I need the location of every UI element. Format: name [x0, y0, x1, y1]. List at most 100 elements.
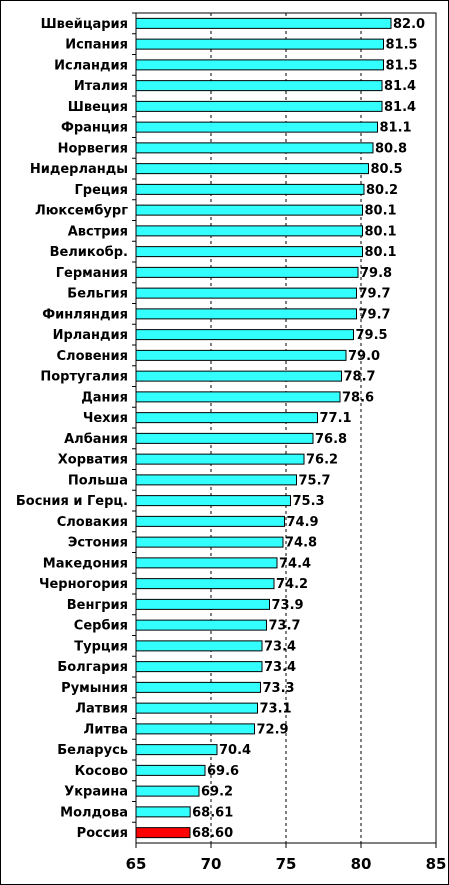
value-label: 79.5	[356, 328, 388, 343]
bar	[135, 432, 314, 444]
bar	[135, 640, 263, 652]
bar	[135, 598, 270, 610]
bar	[135, 495, 291, 507]
value-label: 80.1	[365, 204, 397, 219]
category-label: Черногория	[39, 577, 128, 592]
category-label: Польша	[68, 473, 128, 488]
bar	[135, 329, 354, 341]
category-label: Турция	[74, 639, 128, 654]
category-label: Великобр.	[50, 245, 128, 260]
bar	[135, 827, 191, 839]
category-label: Ирландия	[53, 328, 128, 343]
bar	[135, 246, 363, 258]
category-label: Чехия	[83, 411, 128, 426]
category-label: Нидерланды	[30, 162, 128, 177]
category-label: Италия	[74, 79, 128, 94]
value-label: 76.8	[315, 432, 347, 447]
value-label: 80.1	[365, 245, 397, 260]
category-label: Словакия	[57, 515, 128, 530]
value-label: 68.60	[192, 826, 233, 841]
value-label: 80.5	[371, 162, 403, 177]
bar	[135, 474, 297, 486]
value-label: 81.4	[384, 100, 416, 115]
x-tick-label: 80	[351, 855, 372, 873]
value-label: 73.7	[269, 619, 301, 634]
bar	[135, 349, 347, 361]
value-label: 79.7	[359, 307, 391, 322]
value-label: 78.6	[342, 390, 374, 405]
x-tick-label: 70	[201, 855, 222, 873]
bar	[135, 785, 200, 797]
bar	[135, 80, 383, 92]
bar	[135, 59, 384, 71]
value-label: 73.9	[272, 598, 304, 613]
bar	[135, 515, 285, 527]
bar	[135, 764, 206, 776]
value-label: 78.7	[344, 370, 376, 385]
bar	[135, 370, 342, 382]
bar	[135, 121, 378, 133]
category-label: Исландия	[54, 58, 128, 73]
category-label: Германия	[56, 266, 128, 281]
bar	[135, 619, 267, 631]
bar	[135, 163, 369, 175]
value-label: 81.5	[386, 38, 418, 53]
category-label: Македония	[43, 556, 128, 571]
bar	[135, 557, 278, 569]
category-label: Австрия	[68, 224, 128, 239]
bar	[135, 38, 384, 50]
category-label: Латвия	[75, 702, 128, 717]
value-label: 70.4	[219, 743, 251, 758]
value-label: 73.3	[263, 681, 295, 696]
value-label: 69.2	[201, 785, 233, 800]
value-label: 69.6	[207, 764, 239, 779]
bar	[135, 681, 261, 693]
bar	[135, 17, 392, 29]
category-label: Швеция	[68, 100, 128, 115]
value-label: 72.9	[257, 722, 289, 737]
x-tick-label: 75	[276, 855, 297, 873]
value-label: 81.4	[384, 79, 416, 94]
category-label: Хорватия	[58, 453, 128, 468]
bar	[135, 287, 357, 299]
value-label: 81.1	[380, 121, 412, 136]
value-label: 73.4	[264, 639, 296, 654]
category-label: Греция	[75, 183, 129, 198]
category-label: Бельгия	[67, 287, 128, 302]
category-label: Болгария	[57, 660, 128, 675]
category-label: Косово	[75, 764, 128, 779]
bar	[135, 308, 357, 320]
bar	[135, 661, 263, 673]
value-label: 81.5	[386, 58, 418, 73]
value-label: 75.7	[299, 473, 331, 488]
value-label: 74.9	[287, 515, 319, 530]
bar	[135, 453, 305, 465]
value-label: 68.61	[192, 805, 233, 820]
category-label: Франция	[61, 121, 128, 136]
value-label: 76.2	[306, 453, 338, 468]
value-label: 80.1	[365, 224, 397, 239]
value-label: 80.8	[375, 141, 407, 156]
category-label: Венгрия	[67, 598, 128, 613]
bar	[135, 225, 363, 237]
category-label: Молдова	[60, 805, 128, 820]
value-label: 73.4	[264, 660, 296, 675]
value-label: 77.1	[320, 411, 352, 426]
value-label: 79.8	[360, 266, 392, 281]
value-label: 73.1	[260, 702, 292, 717]
bar	[135, 183, 365, 195]
category-label: Люксембург	[35, 204, 128, 219]
category-label: Словения	[57, 349, 128, 364]
bar	[135, 204, 363, 216]
category-label: Беларусь	[57, 743, 128, 758]
bar	[135, 266, 359, 278]
category-label: Испания	[65, 38, 128, 53]
category-label: Украина	[64, 785, 128, 800]
x-tick-label: 85	[426, 855, 447, 873]
bar	[135, 806, 191, 818]
bar	[135, 142, 374, 154]
value-label: 79.7	[359, 287, 391, 302]
value-label: 82.0	[393, 17, 425, 32]
